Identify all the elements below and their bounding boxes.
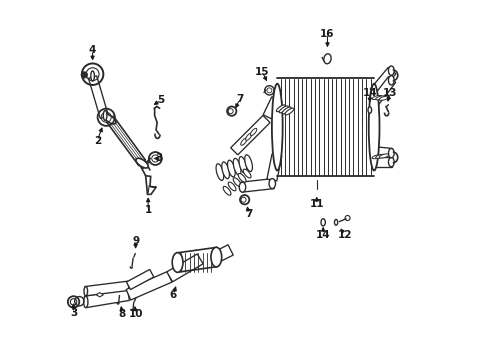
Text: 11: 11 — [310, 199, 324, 210]
Ellipse shape — [285, 108, 294, 115]
Ellipse shape — [172, 253, 183, 273]
Polygon shape — [374, 157, 392, 167]
Text: 5: 5 — [157, 95, 164, 105]
Ellipse shape — [104, 114, 116, 124]
Text: 7: 7 — [245, 209, 252, 219]
Polygon shape — [370, 77, 396, 106]
Ellipse shape — [276, 105, 285, 112]
Polygon shape — [374, 147, 392, 158]
Ellipse shape — [91, 71, 95, 81]
Polygon shape — [370, 67, 396, 95]
Ellipse shape — [103, 111, 107, 121]
Ellipse shape — [84, 287, 88, 296]
Ellipse shape — [250, 128, 257, 136]
Text: 6: 6 — [170, 290, 177, 300]
Ellipse shape — [239, 182, 245, 192]
Circle shape — [81, 72, 88, 78]
Ellipse shape — [324, 54, 331, 64]
Text: 7: 7 — [236, 94, 244, 104]
Ellipse shape — [84, 296, 88, 308]
Text: 9: 9 — [132, 236, 139, 246]
Ellipse shape — [279, 106, 288, 113]
Text: 16: 16 — [320, 29, 335, 39]
Ellipse shape — [379, 154, 389, 158]
Polygon shape — [84, 289, 129, 307]
Polygon shape — [126, 269, 154, 289]
Polygon shape — [85, 281, 129, 296]
Ellipse shape — [379, 96, 389, 100]
Ellipse shape — [233, 158, 241, 175]
Ellipse shape — [243, 169, 251, 178]
Ellipse shape — [389, 157, 394, 167]
Ellipse shape — [335, 220, 338, 225]
Polygon shape — [146, 176, 156, 194]
Ellipse shape — [372, 95, 382, 100]
Text: 3: 3 — [70, 308, 77, 318]
Text: 2: 2 — [94, 136, 101, 145]
Ellipse shape — [389, 148, 394, 158]
Text: 3: 3 — [155, 153, 163, 163]
Ellipse shape — [368, 84, 379, 171]
Polygon shape — [241, 179, 274, 192]
Polygon shape — [214, 245, 233, 262]
Polygon shape — [89, 76, 109, 118]
Polygon shape — [231, 116, 270, 155]
Ellipse shape — [211, 247, 221, 267]
Ellipse shape — [269, 179, 275, 189]
Ellipse shape — [241, 138, 247, 145]
Polygon shape — [263, 97, 282, 120]
Ellipse shape — [223, 186, 231, 195]
Text: 15: 15 — [255, 67, 270, 77]
Text: 12: 12 — [338, 230, 352, 239]
Ellipse shape — [227, 160, 235, 177]
Text: 14: 14 — [316, 230, 330, 239]
Ellipse shape — [238, 174, 246, 182]
Ellipse shape — [245, 133, 252, 140]
Text: 4: 4 — [89, 45, 96, 55]
Ellipse shape — [389, 66, 394, 75]
Polygon shape — [96, 293, 103, 297]
Text: 8: 8 — [119, 309, 126, 319]
Ellipse shape — [272, 84, 283, 171]
Text: 1: 1 — [145, 206, 152, 216]
Ellipse shape — [228, 182, 236, 191]
Ellipse shape — [321, 219, 325, 226]
Text: 13: 13 — [383, 88, 397, 98]
Ellipse shape — [389, 76, 394, 85]
Ellipse shape — [368, 107, 371, 113]
Ellipse shape — [216, 164, 224, 180]
Ellipse shape — [372, 155, 382, 159]
Ellipse shape — [245, 155, 252, 171]
Ellipse shape — [222, 162, 229, 179]
Polygon shape — [267, 154, 282, 181]
Text: 14: 14 — [363, 88, 377, 98]
Text: 10: 10 — [128, 309, 143, 319]
Polygon shape — [126, 271, 172, 300]
Ellipse shape — [376, 154, 386, 158]
Ellipse shape — [233, 178, 241, 186]
Ellipse shape — [376, 96, 386, 100]
Ellipse shape — [239, 157, 246, 173]
Polygon shape — [167, 254, 203, 282]
Ellipse shape — [282, 107, 291, 114]
Ellipse shape — [136, 158, 148, 168]
